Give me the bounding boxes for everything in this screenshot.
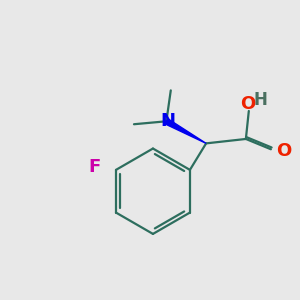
Polygon shape (165, 119, 206, 143)
Text: H: H (253, 91, 267, 109)
Text: F: F (88, 158, 101, 176)
Text: O: O (276, 142, 291, 160)
Text: O: O (240, 94, 255, 112)
Text: N: N (160, 112, 175, 130)
